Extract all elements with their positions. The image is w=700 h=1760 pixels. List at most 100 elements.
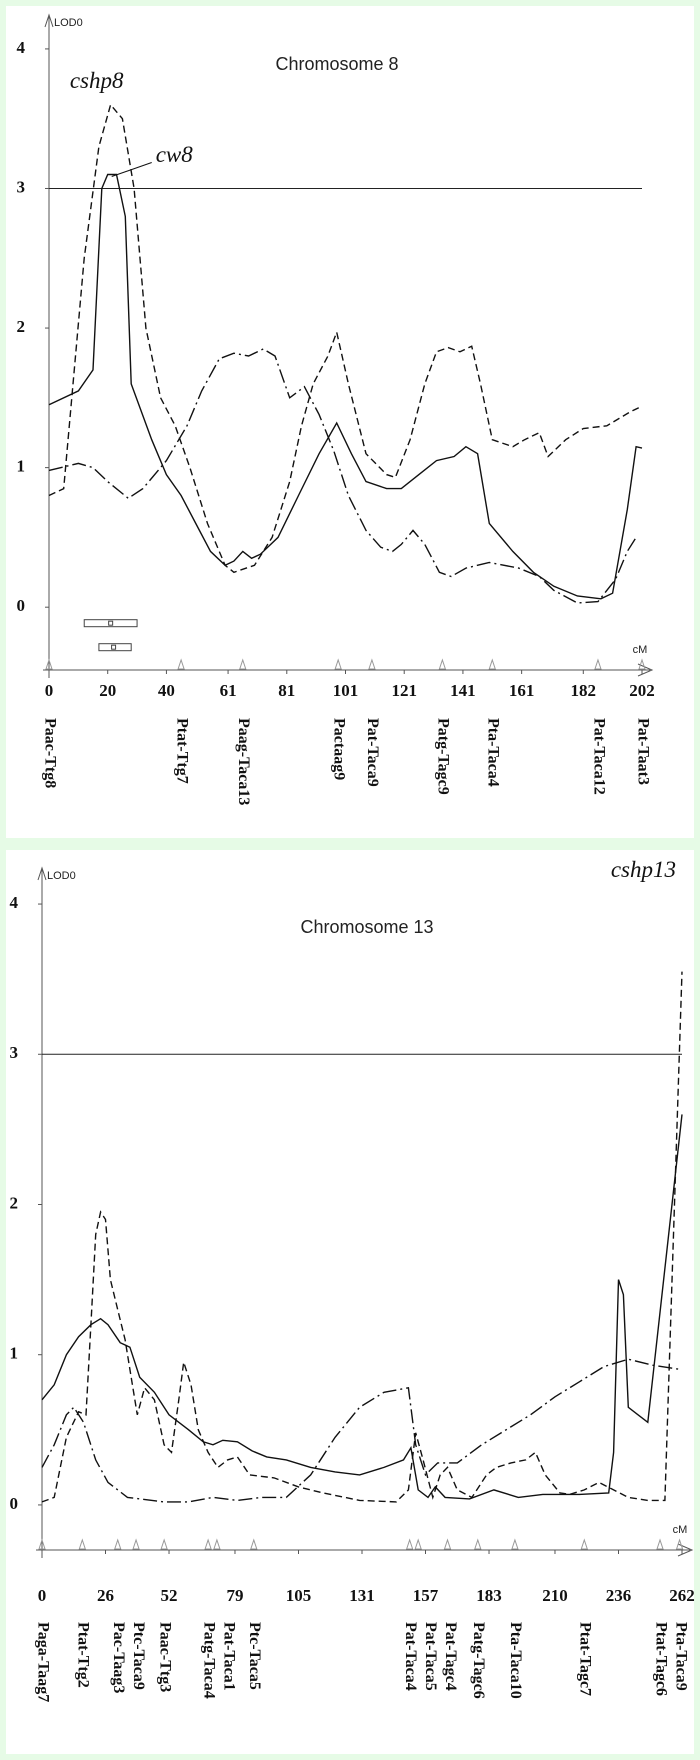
x-tick-label: 101 bbox=[333, 681, 359, 700]
marker-label: Ptat-Ttg7 bbox=[173, 718, 190, 784]
marker-tick bbox=[675, 1538, 684, 1550]
marker-label: Pat-Taca5 bbox=[422, 1622, 439, 1691]
y-tick-label: 0 bbox=[17, 596, 26, 615]
marker-label: Ptat-Ttg2 bbox=[75, 1622, 92, 1688]
x-tick-label: 105 bbox=[286, 1586, 312, 1605]
marker-label: Pac-Taag3 bbox=[110, 1622, 127, 1693]
panel bbox=[6, 850, 694, 1754]
x-tick-label: 210 bbox=[542, 1586, 568, 1605]
series-label: cshp8 bbox=[70, 68, 124, 93]
y-axis-arrow bbox=[37, 866, 47, 881]
x-tick-label: 81 bbox=[278, 681, 295, 700]
x-tick-label: 79 bbox=[226, 1586, 243, 1605]
marker-label: Pat-Tagc4 bbox=[442, 1622, 459, 1691]
x-tick-label: 20 bbox=[99, 681, 116, 700]
series-label: cshp13 bbox=[611, 857, 676, 882]
y-tick-label: 4 bbox=[17, 38, 26, 57]
y-tick-label: 3 bbox=[10, 1043, 19, 1062]
marker-label: Paac-Ttg3 bbox=[156, 1622, 173, 1692]
x-tick-label: 183 bbox=[476, 1586, 502, 1605]
marker-tick bbox=[488, 658, 496, 670]
y-tick-label: 2 bbox=[17, 317, 26, 336]
x-tick-label: 26 bbox=[97, 1586, 114, 1605]
marker-tick bbox=[580, 1538, 588, 1550]
label-leader bbox=[111, 162, 152, 177]
y-tick-label: 1 bbox=[17, 457, 26, 476]
marker-tick bbox=[239, 658, 247, 670]
x-tick-label: 0 bbox=[45, 681, 54, 700]
marker-label: Ptat-Tagc7 bbox=[577, 1622, 594, 1696]
marker-tick bbox=[656, 1538, 664, 1550]
x-axis-arrow bbox=[677, 1543, 694, 1557]
marker-label: Pta-Taca4 bbox=[485, 718, 502, 787]
marker-tick bbox=[204, 1538, 212, 1550]
interval-peak bbox=[108, 620, 114, 626]
marker-label: Pta-Taca9 bbox=[672, 1622, 689, 1691]
x-tick-label: 61 bbox=[220, 681, 237, 700]
marker-label: Pat-Taat3 bbox=[634, 718, 651, 785]
marker-tick bbox=[443, 1538, 452, 1550]
series-line bbox=[48, 348, 637, 604]
marker-label: Paac-Ttg8 bbox=[41, 718, 58, 788]
marker-tick bbox=[132, 1538, 140, 1550]
marker-label: Ptc-Taca9 bbox=[130, 1622, 147, 1690]
marker-label: Pat-Taca9 bbox=[364, 718, 381, 787]
y-tick-label: 0 bbox=[10, 1494, 19, 1513]
y-axis-arrow bbox=[44, 13, 54, 28]
y-tick-label: 1 bbox=[10, 1344, 19, 1363]
series-line bbox=[41, 1358, 683, 1503]
x-tick-label: 182 bbox=[571, 681, 597, 700]
marker-label: Patg-Tagc6 bbox=[470, 1622, 487, 1699]
marker-tick bbox=[594, 658, 602, 670]
x-tick-label: 131 bbox=[349, 1586, 375, 1605]
marker-tick bbox=[438, 658, 447, 670]
marker-label: Patg-Tagc9 bbox=[435, 718, 452, 795]
series-label: cw8 bbox=[156, 142, 194, 167]
marker-tick bbox=[213, 1538, 221, 1550]
marker-label: Ptc-Taca5 bbox=[246, 1622, 263, 1690]
x-axis-arrow bbox=[637, 663, 654, 677]
marker-tick bbox=[160, 1538, 168, 1550]
x-tick-label: 202 bbox=[629, 681, 655, 700]
marker-tick bbox=[638, 658, 646, 670]
y-axis-label: LOD0 bbox=[54, 17, 83, 29]
marker-tick bbox=[177, 658, 185, 670]
x-tick-label: 236 bbox=[606, 1586, 632, 1605]
marker-label: Ptat-Tagc6 bbox=[652, 1622, 669, 1696]
x-tick-label: 0 bbox=[38, 1586, 47, 1605]
marker-tick bbox=[414, 1538, 422, 1550]
x-axis-label: cM bbox=[673, 1524, 688, 1536]
panel bbox=[6, 6, 694, 838]
marker-tick bbox=[45, 658, 53, 670]
marker-tick bbox=[511, 1538, 519, 1550]
y-axis-label: LOD0 bbox=[47, 870, 76, 882]
marker-label: Patg-Taca4 bbox=[200, 1622, 217, 1699]
x-tick-label: 40 bbox=[158, 681, 175, 700]
marker-label: Paga-Taag7 bbox=[34, 1622, 51, 1702]
series-line bbox=[41, 971, 683, 1503]
marker-tick bbox=[78, 1538, 86, 1550]
marker-tick bbox=[334, 658, 342, 670]
marker-label: Pat-Taca12 bbox=[590, 718, 607, 795]
marker-tick bbox=[405, 1538, 414, 1550]
marker-tick bbox=[38, 1538, 46, 1550]
marker-label: Pta-Taca10 bbox=[507, 1622, 524, 1699]
marker-label: Pat-Taca1 bbox=[220, 1622, 237, 1691]
x-tick-label: 262 bbox=[669, 1586, 695, 1605]
series-line bbox=[41, 1114, 683, 1500]
chart-title: Chromosome 8 bbox=[275, 54, 398, 74]
marker-tick bbox=[250, 1538, 258, 1550]
chart-title: Chromosome 13 bbox=[300, 917, 433, 937]
y-tick-label: 4 bbox=[10, 893, 19, 912]
marker-tick bbox=[474, 1538, 482, 1550]
x-tick-label: 121 bbox=[391, 681, 417, 700]
marker-label: Pactaag9 bbox=[330, 718, 347, 780]
y-tick-label: 3 bbox=[17, 177, 26, 196]
series-line bbox=[48, 103, 643, 574]
marker-label: Pat-Taca4 bbox=[402, 1622, 419, 1691]
marker-label: Paag-Taca13 bbox=[235, 718, 252, 805]
x-tick-label: 161 bbox=[509, 681, 535, 700]
interval-peak bbox=[111, 644, 117, 650]
